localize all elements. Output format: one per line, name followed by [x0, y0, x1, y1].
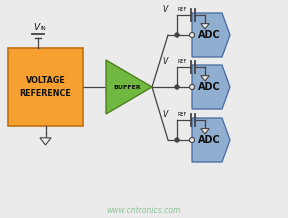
Text: www.cntronics.com: www.cntronics.com	[107, 206, 181, 215]
Text: REF: REF	[178, 112, 187, 117]
Circle shape	[190, 85, 194, 90]
Circle shape	[190, 138, 194, 143]
Text: $V$: $V$	[162, 107, 170, 119]
Text: VOLTAGE
REFERENCE: VOLTAGE REFERENCE	[20, 76, 71, 98]
Polygon shape	[192, 118, 230, 162]
Text: REF: REF	[178, 59, 187, 64]
Text: ADC: ADC	[198, 82, 220, 92]
Text: REF: REF	[178, 7, 187, 12]
Circle shape	[190, 32, 194, 37]
Polygon shape	[40, 138, 51, 145]
Polygon shape	[192, 65, 230, 109]
Text: $V$: $V$	[162, 54, 170, 65]
Text: BUFFER: BUFFER	[113, 85, 141, 90]
Polygon shape	[201, 129, 209, 134]
Polygon shape	[106, 60, 152, 114]
Text: $V$: $V$	[162, 2, 170, 14]
Polygon shape	[201, 24, 209, 29]
Polygon shape	[201, 76, 209, 81]
Circle shape	[175, 138, 179, 142]
Circle shape	[175, 85, 179, 89]
Text: $V$: $V$	[33, 20, 41, 31]
Text: ADC: ADC	[198, 135, 220, 145]
Text: ADC: ADC	[198, 30, 220, 40]
Text: IN: IN	[40, 27, 46, 31]
Polygon shape	[192, 13, 230, 57]
Circle shape	[175, 33, 179, 37]
FancyBboxPatch shape	[8, 48, 83, 126]
